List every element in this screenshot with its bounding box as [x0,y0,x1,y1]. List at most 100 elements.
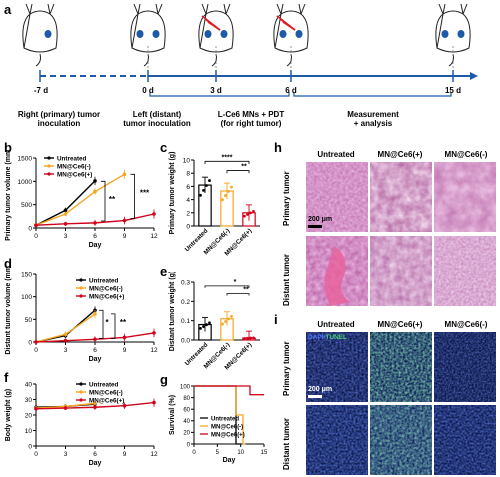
tunel-distant-untreated [306,405,368,475]
x-tick-label: 12 [150,233,158,240]
legend-marker [79,294,83,298]
event-distant-inoculation: Left (distant) tumor inoculation [123,110,191,128]
legend-label: Untreated [89,381,119,388]
data-dot [205,184,208,187]
sig-label: * [234,279,237,286]
data-point [152,212,156,216]
sig-label: **** [222,154,233,161]
data-dot [205,323,208,327]
tunel-primary-untreated: DAPI/TUNEL 200 μm [306,332,368,402]
legend-label: MN@Ce6(-) [211,424,243,430]
tunel-legend: DAPI/TUNEL [308,334,347,341]
data-point [122,218,127,223]
y-tick-label: 50 [25,317,33,324]
timeline-figure [22,3,478,97]
panel-label-e: e [160,264,168,279]
x-tick-label: 5 [216,450,220,456]
h-col-untreated: Untreated [317,150,355,159]
legend-marker [79,286,83,290]
legend-label: MN@Ce6(+) [89,397,124,404]
x-tick-label: 9 [123,347,127,354]
y-tick-label: 150 [21,272,32,279]
y-tick-label: 4 [186,197,190,204]
mouse-illustrations [22,3,471,67]
sig-bracket [204,285,250,288]
tick-label-6: 6 d [285,86,297,95]
y-tick-label: 20 [25,413,33,420]
x-tick-label: 0 [34,451,38,458]
panel-label-b: b [4,140,12,155]
data-dot [227,317,230,321]
data-dot [246,336,249,340]
mouse-icon-2 [198,3,234,67]
y-tick-label: 80 [183,396,190,402]
data-dot [224,194,227,197]
primary-tumor-dot [44,30,52,38]
he-scale-label: 200 μm [308,216,333,223]
y-tick-label: 40 [25,382,33,389]
data-dot [249,211,252,215]
bracket-measurement [293,92,452,97]
sig-label: ** [120,318,127,327]
primary-tumor-dot [220,30,228,38]
x-tick-label: 3 [64,451,68,458]
sig-bracket [204,160,250,164]
data-point [34,340,38,344]
x-tick-label: 3 [64,233,68,240]
event-primary-inoculation: Right (primary) tumor inoculation [17,110,101,128]
y-tick-label: 0.0 [181,338,190,345]
data-point [93,337,97,342]
data-dot [221,322,224,326]
legend-label: MN@Ce6(-) [57,163,91,170]
y-axis-label: Distant tumor weight (g) [169,272,176,351]
tick-label-3: 3 d [210,86,222,95]
legend-marker [47,172,51,176]
data-point [63,208,68,213]
chart-primary-tumor-volume: 0 500 1000 1500 0 3 6 9 12 Day Primary tumor volum… [5,150,158,249]
data-dot [202,188,205,192]
legend-label: Untreated [89,277,119,284]
he-distant-plus [370,236,432,306]
sig-bracket [99,309,104,339]
y-axis-label: Survival (%) [169,395,176,435]
timeline-arrowhead [470,72,478,80]
sig-bracket [226,293,250,296]
data-dot [199,193,202,197]
y-tick-label: 0 [28,444,32,451]
data-point [34,407,38,411]
i-row-primary: Primary tumor [282,341,291,396]
data-point [63,332,68,337]
primary-tumor-dot [152,30,160,38]
y-tick-label: 20 [183,431,190,437]
i-col-untreated: Untreated [317,320,355,329]
data-dot [243,337,246,340]
data-dot [199,327,202,330]
data-dot [208,179,211,182]
data-dot [230,185,233,189]
legend-label: MN@Ce6(+) [89,293,124,300]
tunel-distant-minus [434,405,496,475]
x-tick-label: 6 [93,233,97,240]
survival-curve [194,385,264,396]
distant-tumor-dot [441,30,449,38]
h-row-distant: Distant tumor [282,254,291,306]
he-primary-minus [434,162,496,232]
y-tick-label: 0 [28,340,32,347]
data-point [122,403,127,408]
y-tick-label: 1500 [18,156,33,163]
chart-survival: 0 20 40 60 80 100 0 5 10 15 Day Survival (%) Untreat… [169,384,268,464]
y-tick-label: 0 [187,442,191,448]
data-point [93,405,97,410]
chart-body-weight: 0 10 20 30 40 0 3 6 9 12 Day Body weight (g) Untreat… [5,381,158,467]
data-point [152,331,156,335]
sig-label: ** [241,164,247,171]
y-tick-label: 10 [183,158,191,165]
panel-label-g: g [160,372,168,387]
legend-label: Untreated [57,155,87,162]
event-measurement: Measurement + analysis [347,110,399,128]
legend-label: MN@Ce6(-) [89,285,123,292]
x-tick-label: 10 [237,450,244,456]
legend-marker [79,398,83,402]
tunel-primary-plus [370,332,432,402]
y-axis-label: Body weight (g) [5,389,12,442]
